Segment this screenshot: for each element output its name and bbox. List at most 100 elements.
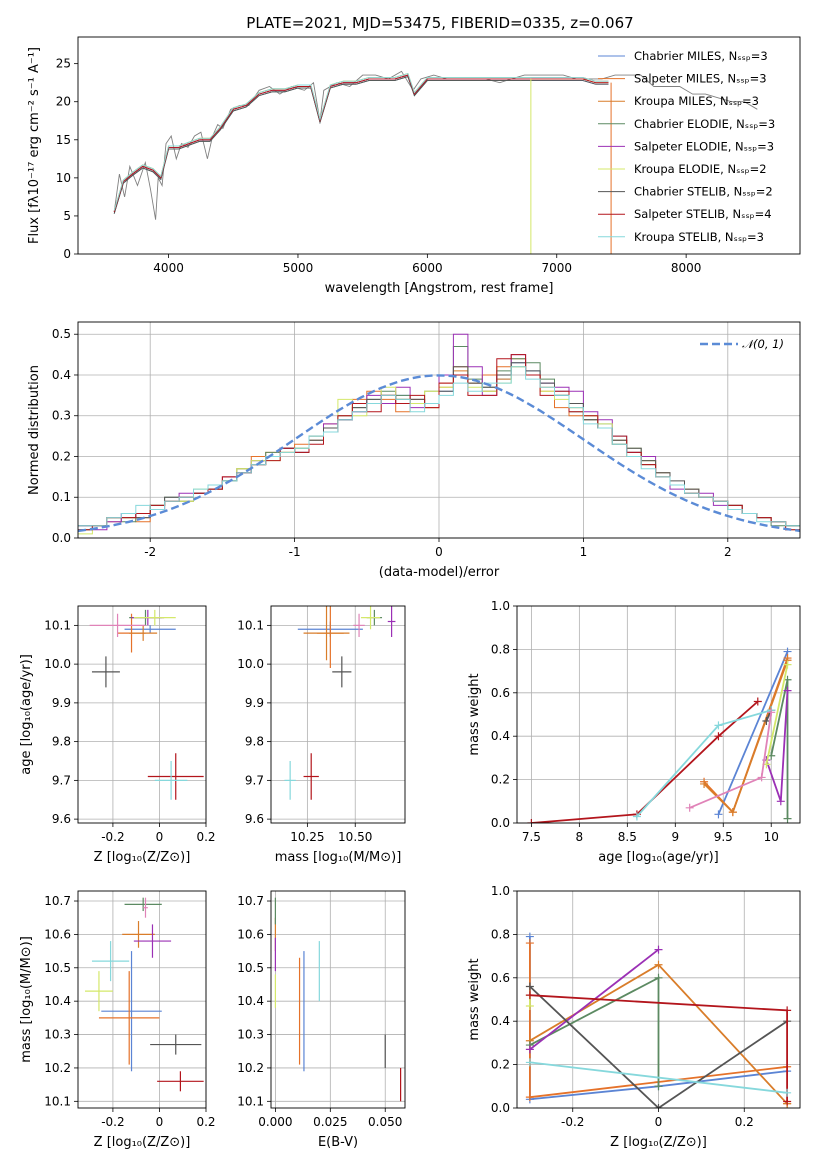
legend-entry: Salpeter MILES, Nₛₛₚ=3 — [634, 72, 767, 86]
weight-marker — [525, 1058, 534, 1067]
weight-marker — [714, 810, 723, 819]
y-tick-label: 20 — [56, 95, 71, 109]
y-tick-label: 0.4 — [52, 368, 71, 382]
y-tick-label: 10.1 — [44, 1094, 71, 1108]
weight-marker — [714, 732, 723, 741]
y-tick-label: 0.5 — [52, 327, 71, 341]
weight-marker — [527, 819, 536, 823]
weight-marker — [783, 1006, 792, 1015]
y-tick-label: 0 — [63, 247, 71, 261]
y-tick-label: 0.6 — [491, 971, 510, 985]
y-tick-label: 9.9 — [52, 696, 71, 710]
x-tick-label: 8.5 — [618, 830, 637, 844]
weight-marker — [783, 1097, 792, 1106]
y-tick-label: 9.7 — [245, 773, 264, 787]
weight-marker — [525, 1002, 534, 1011]
weight-marker — [783, 660, 792, 669]
y-axis-label: mass [log₁₀(M/M⊙)] — [19, 936, 34, 1063]
legend-entry: Salpeter STELIB, Nₛₛₚ=4 — [634, 207, 772, 221]
weight-marker — [654, 960, 663, 969]
x-tick-label: 10 — [764, 830, 779, 844]
y-tick-label: 10.4 — [44, 994, 71, 1008]
y-axis-label: mass weight — [467, 673, 482, 755]
ebv-mass-panel: 0.000 0.025 0.050 10.1 10.2 10.3 10.4 10.5 10.6 1… — [237, 890, 406, 1150]
y-axis-label: mass weight — [467, 958, 482, 1040]
y-tick-label: 0.1 — [52, 490, 71, 504]
x-tick-label: 0.2 — [735, 1115, 754, 1129]
x-axis-label: E(B-V) — [318, 1135, 358, 1150]
x-tick-label: 0.2 — [196, 1115, 215, 1129]
weight-marker — [685, 803, 694, 812]
weight-marker — [783, 686, 792, 695]
weight-marker — [654, 973, 663, 982]
legend-entry: Salpeter ELODIE, Nₛₛₚ=3 — [634, 139, 774, 153]
z-mass-panel: -0.2 0 0.2 10.1 10.2 10.3 10.4 10.5 10.6 10.7 Z [l… — [19, 890, 216, 1150]
weight-marker — [783, 814, 792, 823]
x-tick-label: 9 — [671, 830, 679, 844]
y-tick-label: 0.8 — [491, 642, 510, 656]
x-tick-label: 0.2 — [196, 830, 215, 844]
weight-line — [529, 985, 788, 1108]
x-axis-label: Z [log₁₀(Z/Z⊙)] — [94, 1135, 191, 1150]
x-tick-label: 4000 — [153, 261, 184, 275]
weight-marker — [753, 697, 762, 706]
y-tick-label: 0.2 — [52, 449, 71, 463]
x-tick-label: 1 — [580, 545, 588, 559]
residual-histogram — [78, 366, 800, 527]
age-weight-panel: 7.5 8 8.5 9 9.5 10 0.0 0.2 0.4 0.6 0.8 1.0 age [log₁… — [467, 599, 801, 865]
y-tick-label: 0.0 — [491, 1101, 510, 1115]
plot-area — [274, 897, 402, 1102]
x-axis-label: Z [log₁₀(Z/Z⊙)] — [610, 1135, 707, 1150]
weight-line — [529, 943, 788, 1099]
legend-entry: Chabrier STELIB, Nₛₛₚ=2 — [634, 185, 773, 199]
legend-entry: Kroupa ELODIE, Nₛₛₚ=2 — [634, 162, 767, 176]
x-tick-label: -1 — [289, 545, 301, 559]
weight-line — [529, 1061, 788, 1094]
y-tick-label: 9.6 — [52, 812, 71, 826]
y-tick-label: 0.2 — [491, 773, 510, 787]
legend-entry: Kroupa STELIB, Nₛₛₚ=3 — [634, 230, 764, 244]
x-tick-label: 0.025 — [313, 1115, 347, 1129]
x-tick-label: 0 — [156, 1115, 164, 1129]
weight-marker — [654, 1104, 663, 1108]
legend-entry: Chabrier MILES, Nₛₛₚ=3 — [634, 49, 768, 63]
y-tick-label: 10.7 — [44, 894, 71, 908]
axes-frame — [270, 890, 406, 1109]
plot-area — [89, 609, 204, 800]
plot-area — [284, 606, 396, 800]
y-tick-label: 10.0 — [44, 657, 71, 671]
axes-frame — [77, 36, 801, 255]
y-axis-label: Normed distribution — [27, 365, 42, 495]
y-tick-label: 5 — [63, 209, 71, 223]
x-tick-label: -2 — [144, 545, 156, 559]
y-tick-label: 9.7 — [52, 773, 71, 787]
weight-line — [765, 664, 789, 765]
plot-area — [527, 647, 792, 823]
weight-marker — [700, 779, 709, 788]
y-tick-label: 10.6 — [44, 927, 71, 941]
x-tick-label: 6000 — [412, 261, 443, 275]
spectrum-title: PLATE=2021, MJD=53475, FIBERID=0335, z=0… — [246, 14, 633, 32]
x-tick-label: 0 — [655, 1115, 663, 1129]
y-tick-label: 0.6 — [491, 686, 510, 700]
y-tick-label: 0.4 — [491, 729, 510, 743]
x-tick-label: 8000 — [671, 261, 702, 275]
weight-marker — [757, 773, 766, 782]
x-axis-label: age [log₁₀(age/yr)] — [598, 850, 719, 865]
x-tick-label: 7000 — [541, 261, 572, 275]
y-tick-label: 10.1 — [44, 618, 71, 632]
y-axis-label: Flux [fλ10⁻¹⁷ erg cm⁻² s⁻¹ A⁻¹] — [27, 47, 42, 244]
x-tick-label: 10.25 — [290, 830, 324, 844]
axes-frame — [77, 890, 207, 1109]
weight-line — [717, 651, 789, 815]
y-tick-label: 25 — [56, 57, 71, 71]
y-tick-label: 10.2 — [237, 1061, 264, 1075]
y-tick-label: 0.3 — [52, 409, 71, 423]
x-tick-label: 9.5 — [714, 830, 733, 844]
axes-frame — [77, 605, 207, 824]
weight-marker — [525, 1093, 534, 1102]
x-tick-label: 0 — [156, 830, 164, 844]
weight-marker — [525, 939, 534, 948]
